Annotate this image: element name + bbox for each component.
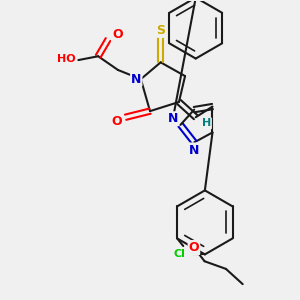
Text: O: O: [189, 241, 199, 254]
Text: O: O: [111, 115, 122, 128]
Text: S: S: [156, 24, 165, 37]
Text: N: N: [189, 143, 200, 157]
Text: Cl: Cl: [173, 249, 185, 260]
Text: HO: HO: [57, 53, 76, 64]
Text: N: N: [131, 73, 142, 85]
Text: N: N: [168, 112, 178, 125]
Text: O: O: [112, 28, 122, 41]
Text: H: H: [202, 118, 211, 128]
